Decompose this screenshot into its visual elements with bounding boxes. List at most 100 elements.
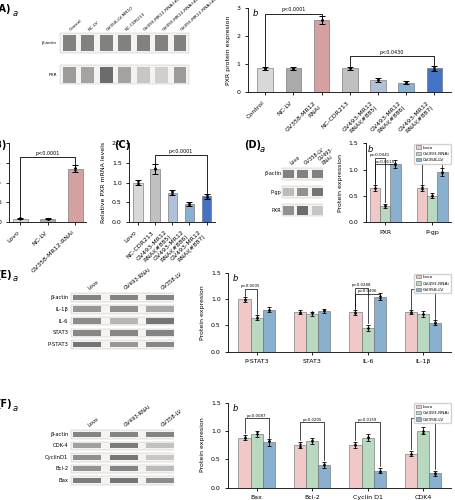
Bar bbox=[67, 169, 83, 222]
Point bbox=[391, 160, 398, 168]
Point bbox=[71, 166, 79, 173]
Point bbox=[402, 78, 409, 86]
Point bbox=[402, 78, 409, 86]
Bar bbox=[349, 445, 361, 488]
Point bbox=[419, 427, 426, 435]
Bar bbox=[349, 312, 361, 352]
Point bbox=[351, 309, 358, 317]
Point bbox=[419, 310, 426, 318]
Point bbox=[402, 79, 409, 87]
Point bbox=[391, 160, 398, 168]
Bar bbox=[118, 35, 131, 51]
Point bbox=[363, 324, 370, 332]
Text: b: b bbox=[367, 145, 372, 154]
Text: GV358-LV: GV358-LV bbox=[160, 272, 182, 291]
Point bbox=[363, 324, 370, 332]
Bar bbox=[311, 206, 322, 214]
Point bbox=[417, 185, 425, 193]
Point bbox=[265, 437, 272, 445]
Point bbox=[375, 467, 383, 475]
Text: IL-1β: IL-1β bbox=[56, 306, 68, 312]
Text: p<0.0001: p<0.0001 bbox=[35, 151, 60, 156]
Bar bbox=[73, 455, 101, 460]
Bar bbox=[155, 66, 167, 82]
Point bbox=[202, 193, 210, 201]
Bar bbox=[146, 466, 174, 471]
Point bbox=[406, 450, 414, 458]
Point bbox=[320, 460, 327, 468]
Bar bbox=[100, 35, 112, 51]
Point bbox=[375, 292, 383, 300]
Point bbox=[363, 434, 370, 442]
Bar bbox=[146, 444, 174, 448]
Point bbox=[320, 306, 327, 314]
Point bbox=[240, 434, 248, 442]
Point bbox=[151, 164, 158, 172]
Point bbox=[430, 318, 438, 326]
Text: β-actin: β-actin bbox=[42, 41, 57, 45]
Point bbox=[417, 184, 425, 192]
Point bbox=[253, 313, 260, 321]
Point bbox=[406, 308, 414, 316]
Point bbox=[419, 428, 426, 436]
Bar bbox=[379, 206, 389, 222]
Text: Bcl-2: Bcl-2 bbox=[55, 466, 68, 471]
Bar bbox=[73, 306, 101, 312]
Bar bbox=[71, 430, 176, 438]
Bar bbox=[40, 219, 55, 222]
Point bbox=[419, 427, 426, 435]
Bar bbox=[262, 310, 274, 352]
Point bbox=[253, 314, 260, 322]
Bar bbox=[369, 80, 385, 92]
Point bbox=[317, 16, 324, 24]
Point bbox=[71, 164, 79, 172]
Bar bbox=[283, 188, 293, 196]
Text: CDK-4: CDK-4 bbox=[53, 444, 68, 448]
Bar bbox=[146, 306, 174, 312]
Point bbox=[370, 184, 378, 192]
Bar bbox=[361, 438, 373, 488]
Bar bbox=[305, 314, 318, 352]
Bar bbox=[426, 68, 441, 92]
Point bbox=[240, 295, 248, 303]
Point bbox=[16, 214, 24, 222]
Text: P-gp: P-gp bbox=[270, 190, 281, 194]
Point bbox=[44, 215, 51, 223]
Point bbox=[296, 440, 303, 448]
Text: b: b bbox=[252, 9, 257, 18]
Point bbox=[351, 441, 358, 449]
Bar bbox=[262, 442, 274, 488]
Point bbox=[427, 192, 435, 200]
Point bbox=[406, 450, 414, 458]
Bar bbox=[250, 318, 262, 352]
Point bbox=[430, 318, 438, 326]
Bar bbox=[73, 318, 101, 324]
Point bbox=[308, 310, 315, 318]
Text: GV358-LV-MR10: GV358-LV-MR10 bbox=[106, 5, 134, 32]
Text: p=0.0005: p=0.0005 bbox=[240, 284, 260, 288]
Bar bbox=[73, 466, 101, 471]
Text: p=0.0406: p=0.0406 bbox=[357, 290, 376, 294]
Point bbox=[317, 16, 324, 24]
Point bbox=[71, 164, 79, 172]
Bar bbox=[283, 170, 293, 178]
Bar bbox=[416, 431, 428, 488]
Point bbox=[351, 308, 358, 316]
Point bbox=[202, 192, 210, 200]
Point bbox=[289, 64, 296, 72]
Legend: Lovo, GV493-RNAi, GV358-LV: Lovo, GV493-RNAi, GV358-LV bbox=[414, 144, 450, 164]
Point bbox=[374, 76, 381, 84]
Point bbox=[351, 309, 358, 317]
Text: p=0.0041: p=0.0041 bbox=[369, 154, 389, 158]
Point bbox=[202, 193, 210, 201]
Point bbox=[363, 434, 370, 442]
Bar bbox=[110, 444, 137, 448]
Point bbox=[261, 64, 268, 72]
Bar bbox=[71, 476, 176, 484]
Text: a: a bbox=[12, 274, 17, 283]
Bar bbox=[282, 168, 323, 180]
Bar bbox=[416, 314, 428, 352]
Point bbox=[168, 188, 176, 196]
Bar bbox=[110, 318, 137, 324]
Point bbox=[351, 440, 358, 448]
